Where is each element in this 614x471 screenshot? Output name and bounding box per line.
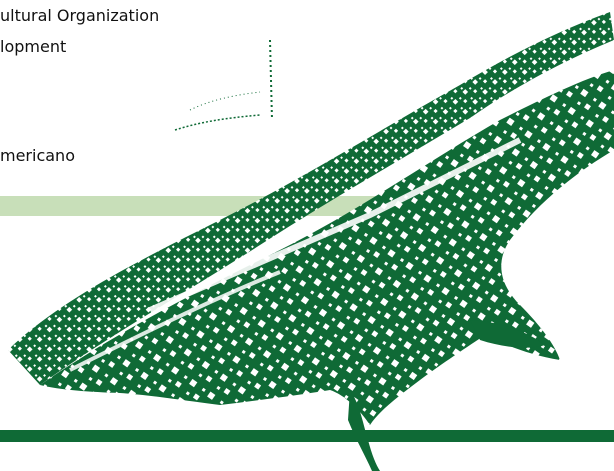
map-stray-line-3 bbox=[189, 91, 261, 111]
map-fin bbox=[470, 320, 545, 348]
slide-text-line-1: ultural Organization bbox=[0, 6, 160, 25]
map-stray-line-2 bbox=[174, 114, 261, 131]
slide-text-line-2: lopment bbox=[0, 37, 67, 56]
map-landmass bbox=[40, 70, 614, 425]
bottom-rule bbox=[0, 430, 614, 442]
map-inner-gap-2 bbox=[69, 270, 281, 372]
map-stray-line-1 bbox=[269, 39, 273, 121]
slide-text-line-3: mericano bbox=[0, 146, 75, 165]
map-inner-gap bbox=[148, 137, 522, 313]
map-outer-band bbox=[8, 12, 614, 385]
